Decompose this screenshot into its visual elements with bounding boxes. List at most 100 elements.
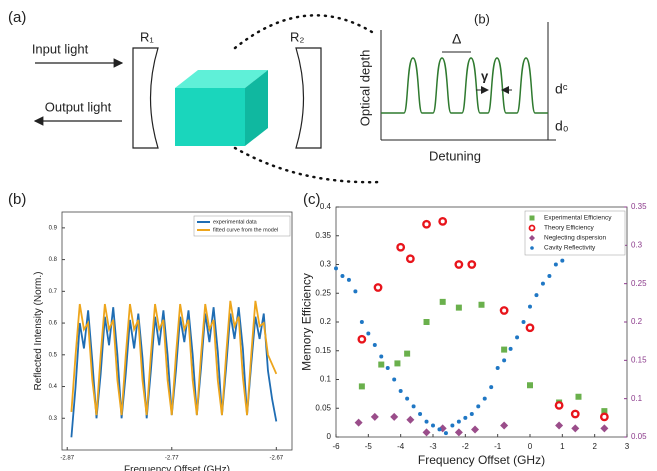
legend-swatch <box>529 215 535 221</box>
y-tick-label: 0.3 <box>320 260 332 269</box>
y-tick-label: 0.8 <box>49 257 58 263</box>
point <box>411 404 416 409</box>
point <box>354 418 363 427</box>
point <box>366 331 371 336</box>
crystal <box>175 70 268 146</box>
point <box>379 354 384 359</box>
point <box>575 393 582 400</box>
point <box>540 281 545 286</box>
legend-swatch <box>530 246 534 250</box>
legend-box <box>193 215 291 237</box>
point <box>525 323 535 333</box>
panel-label: (c) <box>303 191 321 208</box>
point <box>358 383 365 390</box>
x-tick-label: -1 <box>494 442 502 451</box>
point <box>601 408 608 415</box>
point <box>373 283 383 292</box>
inset-xlabel: Detuning <box>429 148 481 163</box>
x-tick-label: -2.87 <box>60 456 74 462</box>
panel-label: (b) <box>8 191 26 208</box>
point <box>359 320 364 324</box>
y-tick-label: 0.7 <box>49 289 58 295</box>
legend-label: Experimental Efficiency <box>544 215 612 222</box>
y-tick-label: 0.4 <box>49 384 58 390</box>
point <box>467 260 477 269</box>
y2-tick-label: 0.1 <box>631 394 643 403</box>
y-tick-label: 0.15 <box>315 346 331 355</box>
point <box>404 350 411 357</box>
point <box>570 409 580 419</box>
x-tick-label: -2.77 <box>165 456 179 462</box>
point <box>431 423 435 428</box>
point <box>394 360 401 367</box>
point <box>392 377 397 382</box>
series-line <box>70 300 278 416</box>
y2-tick-label: 0.2 <box>631 317 643 326</box>
y2-tick-label: 0.05 <box>631 432 647 441</box>
legend-box <box>524 210 626 256</box>
point <box>500 421 509 430</box>
x-tick-label: -4 <box>397 442 405 451</box>
point <box>422 219 431 229</box>
point <box>438 216 448 226</box>
legend-label: Neglecting dispersion <box>544 235 607 242</box>
y-tick-label: 0.35 <box>315 231 331 240</box>
point <box>396 242 406 252</box>
point <box>571 424 580 433</box>
point <box>398 389 403 393</box>
mirror-label: R₁ <box>140 29 154 44</box>
y-tick-label: 0.25 <box>315 288 331 297</box>
inset-label: (b) <box>474 11 490 26</box>
point <box>423 319 430 325</box>
y-tick-label: 0.4 <box>320 202 332 211</box>
point <box>370 412 379 421</box>
point <box>454 260 464 269</box>
point <box>443 431 448 436</box>
point <box>476 404 481 409</box>
point <box>378 361 385 368</box>
point <box>450 423 455 428</box>
x-axis-label: Frequency Offset (GHz) <box>418 453 545 467</box>
point <box>553 262 558 267</box>
point <box>334 266 338 271</box>
point <box>346 277 351 282</box>
x-tick-label: 0 <box>528 442 533 451</box>
point <box>521 320 526 324</box>
point <box>515 335 520 340</box>
y2-tick-label: 0.3 <box>631 240 643 249</box>
point <box>508 346 513 351</box>
zoom-link <box>233 14 374 50</box>
x-axis-label: Frequency Offset (GHz) <box>124 465 230 471</box>
point <box>463 415 468 420</box>
y2-tick-label: 0.25 <box>631 279 647 288</box>
point <box>422 428 431 437</box>
mirror <box>132 47 159 149</box>
point <box>454 428 463 437</box>
point <box>385 366 390 370</box>
point <box>437 427 442 432</box>
y-tick-label: 0.1 <box>320 375 332 384</box>
point <box>478 301 485 308</box>
x-tick-label: -2.67 <box>269 456 283 462</box>
x-tick-label: 2 <box>592 442 597 451</box>
point <box>439 298 446 305</box>
y-tick-label: 0.6 <box>49 321 58 327</box>
point <box>547 274 552 278</box>
point <box>499 306 509 315</box>
plot-frame <box>61 211 293 451</box>
y-tick-label: 0.2 <box>320 317 332 326</box>
panel-label: (a) <box>8 9 26 26</box>
x-tick-label: 1 <box>560 442 565 451</box>
y-axis-label: Memory Efficiency <box>299 273 313 371</box>
output-label: Output light <box>45 99 112 114</box>
point <box>528 304 532 309</box>
inset-ylabel: Optical depth <box>357 50 372 127</box>
point <box>495 366 500 370</box>
legend-swatch <box>529 235 535 241</box>
point <box>482 396 487 401</box>
mirror <box>295 47 322 149</box>
y-tick-label: 0 <box>327 432 332 441</box>
y2-tick-label: 0.35 <box>631 202 647 211</box>
point <box>501 346 508 353</box>
